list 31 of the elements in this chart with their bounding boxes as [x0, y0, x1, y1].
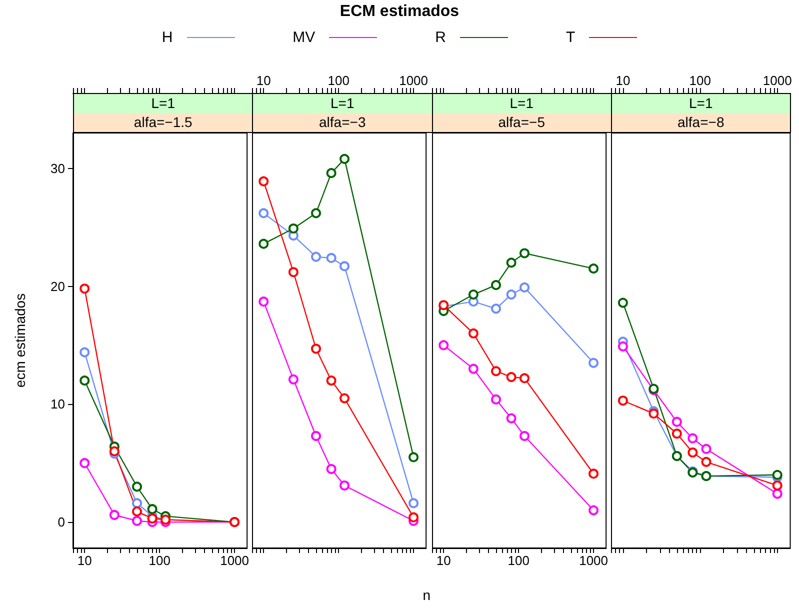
x-tick-label: 1000 — [578, 553, 608, 568]
x-tick-label: 100 — [689, 73, 711, 88]
x-tick-label: 100 — [148, 553, 170, 568]
y-axis-title: ecm estimados — [12, 293, 28, 388]
x-tick-label: 10 — [436, 553, 450, 568]
x-tick-label: 10 — [256, 73, 272, 88]
legend-label: H — [162, 29, 173, 46]
chart-subtitle: alfa=−8 — [610, 113, 791, 133]
chart-title: L=1 — [73, 93, 254, 114]
legend-label: MV — [292, 29, 316, 46]
y-tick-label: 30 — [50, 160, 65, 176]
x-tick-label: 10 — [615, 73, 630, 88]
x-tick-label: 100 — [507, 553, 529, 568]
legend-label: T — [566, 29, 576, 46]
x-tick-label: 100 — [328, 73, 350, 88]
x-tick-label: 1000 — [220, 553, 249, 568]
y-tick-label: 10 — [50, 396, 65, 412]
chart-title: L=1 — [252, 93, 432, 114]
legend-title: ECM estimados — [338, 3, 460, 21]
chart-subtitle: alfa=−3 — [252, 113, 432, 133]
chart-title: L=1 — [610, 93, 791, 114]
chart-subtitle: alfa=−5 — [432, 113, 612, 133]
chart-subtitle: alfa=−1.5 — [73, 113, 254, 133]
x-tick-label: 1000 — [762, 73, 792, 88]
y-tick-label: 20 — [50, 278, 65, 294]
y-tick-label: 0 — [58, 514, 65, 530]
legend-label: R — [435, 29, 446, 46]
x-tick-label: 1000 — [399, 73, 428, 88]
x-axis-title: n — [422, 587, 430, 603]
x-tick-label: 10 — [77, 553, 92, 568]
chart-title: L=1 — [432, 93, 612, 114]
